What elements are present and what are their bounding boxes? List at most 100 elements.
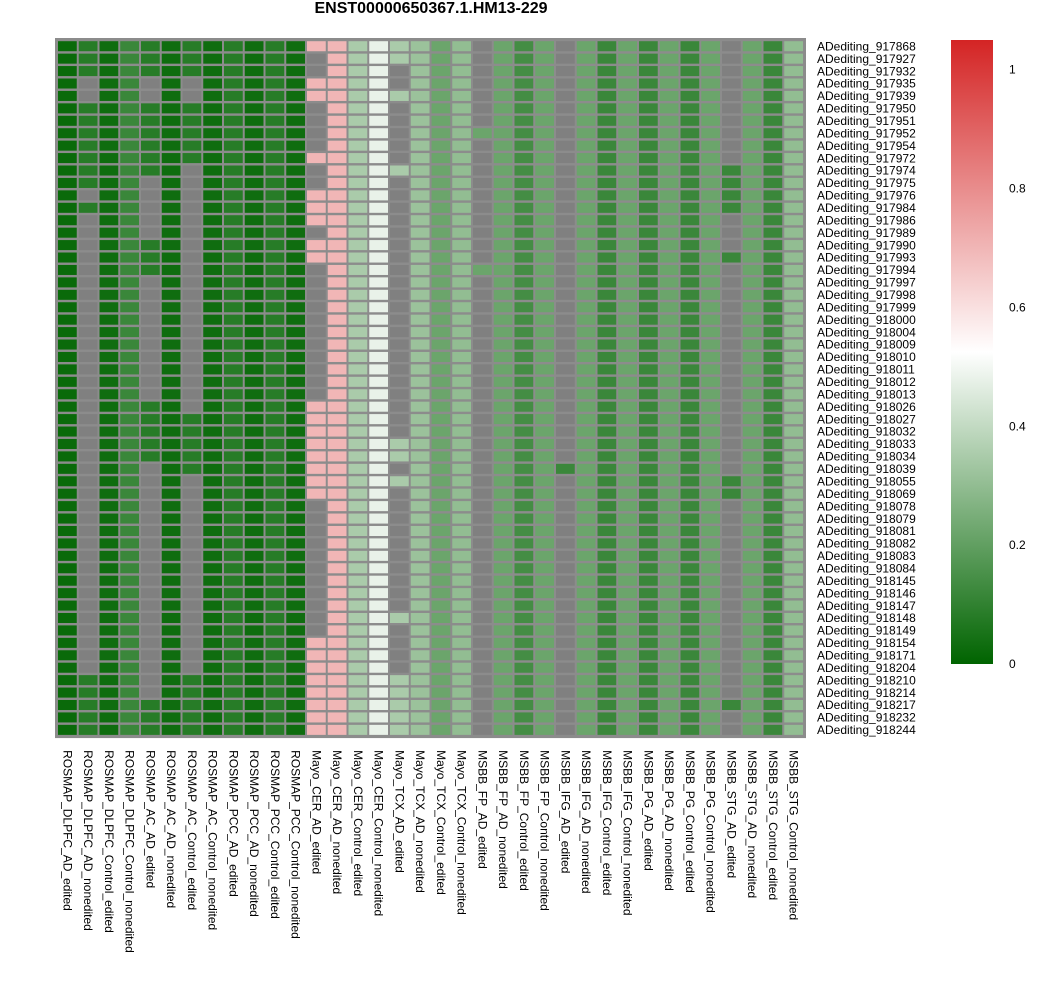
heatmap-cell: [307, 712, 326, 723]
heatmap-cell: [410, 140, 430, 151]
legend-tick-label: 0.8: [1009, 182, 1026, 196]
heatmap-cell: [473, 240, 492, 251]
heatmap-cell: [576, 414, 596, 425]
heatmap-cell: [410, 190, 430, 201]
heatmap-cell: [141, 414, 160, 425]
heatmap-cell: [182, 712, 202, 723]
heatmap-cell: [265, 327, 285, 338]
heatmap-cell: [473, 575, 492, 586]
heatmap-cell: [182, 140, 202, 151]
heatmap-cell: [161, 476, 181, 487]
heatmap-cell: [680, 140, 700, 151]
heatmap-cell: [224, 78, 243, 89]
heatmap-cell: [659, 550, 679, 561]
heatmap-cell: [141, 277, 160, 288]
heatmap-cell: [784, 227, 803, 238]
heatmap-cell: [410, 426, 430, 437]
heatmap-cell: [161, 588, 181, 599]
heatmap-cell: [701, 289, 720, 300]
heatmap-cell: [369, 202, 388, 213]
heatmap-cell: [659, 78, 679, 89]
heatmap-cell: [203, 687, 222, 698]
heatmap-cell: [58, 389, 77, 400]
heatmap-cell: [452, 339, 471, 350]
heatmap-cell: [701, 712, 720, 723]
heatmap-cell: [701, 190, 720, 201]
heatmap-cell: [701, 426, 720, 437]
heatmap-cell: [265, 525, 285, 536]
heatmap-cell: [535, 463, 554, 474]
heatmap-cell: [452, 240, 471, 251]
heatmap-cell: [307, 389, 326, 400]
row-label: ADediting_917984: [817, 201, 916, 215]
heatmap-cell: [286, 575, 305, 586]
heatmap-cell: [701, 90, 720, 101]
heatmap-cell: [327, 140, 347, 151]
heatmap-cell: [120, 115, 139, 126]
heatmap-cell: [58, 426, 77, 437]
heatmap-cell: [78, 190, 98, 201]
heatmap-cell: [473, 476, 492, 487]
heatmap-cell: [99, 637, 119, 648]
heatmap-cell: [286, 724, 305, 735]
heatmap-cell: [265, 699, 285, 711]
heatmap-cell: [431, 662, 451, 673]
heatmap-cell: [701, 650, 720, 661]
heatmap-cell: [141, 53, 160, 64]
heatmap-cell: [99, 488, 119, 499]
heatmap-cell: [452, 53, 471, 64]
heatmap-cell: [431, 687, 451, 698]
heatmap-cell: [473, 650, 492, 661]
heatmap-cell: [410, 600, 430, 611]
heatmap-cell: [618, 66, 637, 77]
heatmap-cell: [597, 414, 617, 425]
heatmap-cell: [452, 78, 471, 89]
row-label: ADediting_917998: [817, 288, 916, 302]
heatmap-cell: [327, 215, 347, 226]
heatmap-cell: [742, 376, 762, 387]
column-label: Mayo_CER_Control_edited: [351, 750, 365, 896]
heatmap-cell: [742, 426, 762, 437]
heatmap-cell: [224, 264, 243, 275]
heatmap-cell: [680, 66, 700, 77]
heatmap-cell: [722, 699, 741, 711]
heatmap-cell: [659, 41, 679, 52]
heatmap-cell: [701, 550, 720, 561]
heatmap-cell: [348, 165, 368, 176]
heatmap-cell: [224, 364, 243, 375]
heatmap-cell: [659, 662, 679, 673]
heatmap-cell: [493, 414, 513, 425]
heatmap-cell: [722, 264, 741, 275]
heatmap-cell: [120, 240, 139, 251]
heatmap-cell: [452, 165, 471, 176]
heatmap-cell: [680, 41, 700, 52]
heatmap-cell: [576, 426, 596, 437]
heatmap-cell: [493, 364, 513, 375]
heatmap-cell: [514, 438, 534, 449]
heatmap-cell: [556, 90, 575, 101]
heatmap-cell: [618, 414, 637, 425]
heatmap-cell: [763, 53, 783, 64]
heatmap-cell: [203, 314, 222, 325]
heatmap-cell: [701, 513, 720, 524]
heatmap-cell: [431, 699, 451, 711]
heatmap-cell: [576, 215, 596, 226]
column-label: ROSMAP_DLPFC_Control_nonedited: [123, 750, 137, 953]
heatmap-cell: [556, 277, 575, 288]
row-label: ADediting_917974: [817, 164, 916, 178]
heatmap-cell: [431, 215, 451, 226]
heatmap-cell: [244, 277, 264, 288]
heatmap-cell: [99, 364, 119, 375]
heatmap-cell: [639, 501, 658, 512]
heatmap-cell: [576, 538, 596, 549]
heatmap-cell: [203, 600, 222, 611]
heatmap-cell: [78, 501, 98, 512]
heatmap-cell: [390, 687, 409, 698]
heatmap-cell: [597, 662, 617, 673]
heatmap-cell: [597, 66, 617, 77]
heatmap-cell: [348, 414, 368, 425]
heatmap-cell: [120, 550, 139, 561]
heatmap-cell: [680, 115, 700, 126]
heatmap-cell: [120, 165, 139, 176]
heatmap-cell: [763, 202, 783, 213]
